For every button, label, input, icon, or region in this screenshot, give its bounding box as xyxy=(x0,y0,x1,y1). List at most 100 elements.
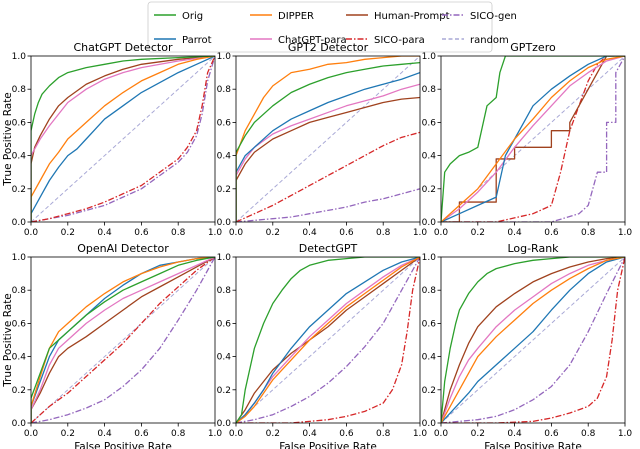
y-tick-label: 1.0 xyxy=(12,52,27,62)
series-chatgpt-para xyxy=(441,56,625,222)
plot-frame xyxy=(30,55,216,223)
x-tick-label: 0.2 xyxy=(61,228,75,238)
legend-label: SICO-para xyxy=(374,35,425,46)
x-tick-label: 0.0 xyxy=(24,429,39,439)
series-group xyxy=(236,56,420,222)
series-sico-para xyxy=(31,56,215,222)
y-tick-label: 0.8 xyxy=(12,85,27,95)
x-tick-label: 0.8 xyxy=(171,228,186,238)
series-dipper xyxy=(441,56,625,222)
series-orig xyxy=(441,257,625,423)
series-sico-para xyxy=(236,257,420,423)
y-tick-label: 0.0 xyxy=(12,218,27,228)
legend-label: Human-Prompt xyxy=(374,11,450,22)
legend: Orig Parrot DIPPER ChatGPT-para Human-Prompt… xyxy=(147,1,517,53)
panel-title: ChatGPT Detector xyxy=(73,41,172,54)
legend-item-chatgpt-para: ChatGPT-para xyxy=(250,35,347,46)
panel-openai-detector: OpenAI Detector 0.00.0 0.2 0.2 0.4 0.4 0.6 0.6 0… xyxy=(12,242,223,449)
x-tick-label: 1.0 xyxy=(413,429,428,439)
x-tick-label: 0.2 xyxy=(471,429,485,439)
y-tick-label: 0.8 xyxy=(217,85,232,95)
y-tick-label: 0.8 xyxy=(422,85,437,95)
x-tick-label: 1.0 xyxy=(208,429,223,439)
y-tick-label: 0.6 xyxy=(422,118,437,128)
series-parrot xyxy=(236,71,420,222)
x-axis-label: False Positive Rate xyxy=(74,441,172,449)
series-random xyxy=(236,257,420,423)
y-axis-label: True Positive Rate xyxy=(2,293,14,388)
x-tick-label: 0.0 xyxy=(229,429,244,439)
x-tick-label: 1.0 xyxy=(208,228,223,238)
legend-label: ChatGPT-para xyxy=(278,35,347,46)
panel-title: GPTzero xyxy=(510,41,556,54)
series-dipper xyxy=(31,257,215,423)
y-tick-label: 0.0 xyxy=(12,419,27,429)
y-tick-label: 0.4 xyxy=(12,353,27,363)
legend-label: DIPPER xyxy=(278,11,314,22)
series-sico-gen xyxy=(31,257,215,423)
x-tick-label: 0.4 xyxy=(302,429,317,439)
x-tick-label: 0.6 xyxy=(134,228,149,238)
y-tick-label: 1.0 xyxy=(422,52,437,62)
y-tick-label: 0.6 xyxy=(217,319,232,329)
x-tick-label: 0.4 xyxy=(97,228,112,238)
y-tick-label: 0.0 xyxy=(217,419,232,429)
x-tick-label: 0.8 xyxy=(171,429,186,439)
x-tick-label: 0.6 xyxy=(544,429,559,439)
series-sico-gen xyxy=(441,56,625,222)
y-tick-label: 0.8 xyxy=(12,286,27,296)
plot-frame xyxy=(440,55,626,223)
panel-title: DetectGPT xyxy=(299,242,358,255)
panel-title: GPT2 Detector xyxy=(288,41,369,54)
y-tick-label: 0.0 xyxy=(217,218,232,228)
y-tick-label: 0.6 xyxy=(12,118,27,128)
x-tick-label: 0.8 xyxy=(376,429,391,439)
series-orig xyxy=(31,257,215,423)
series-parrot xyxy=(441,56,625,222)
panel-title: OpenAI Detector xyxy=(77,242,169,255)
y-tick-label: 1.0 xyxy=(12,253,27,263)
x-tick-label: 0.4 xyxy=(507,429,522,439)
y-tick-label: 0.8 xyxy=(422,286,437,296)
x-tick-label: 1.0 xyxy=(413,228,428,238)
y-tick-label: 0.4 xyxy=(217,353,232,363)
x-tick-label: 0.2 xyxy=(266,429,280,439)
x-tick-label: 0.0 xyxy=(229,228,244,238)
x-tick-label: 0.2 xyxy=(266,228,280,238)
x-tick-label: 1.0 xyxy=(618,429,633,439)
series-parrot xyxy=(441,257,625,423)
series-dipper xyxy=(441,257,625,423)
series-sico-para xyxy=(441,257,625,423)
legend-label: SICO-gen xyxy=(470,11,517,22)
series-parrot xyxy=(31,56,215,222)
series-group xyxy=(31,257,215,423)
x-tick-label: 1.0 xyxy=(618,228,633,238)
series-human-prompt xyxy=(31,56,215,222)
y-tick-label: 0.4 xyxy=(12,152,27,162)
series-chatgpt-para xyxy=(31,257,215,423)
y-tick-label: 0.4 xyxy=(217,152,232,162)
series-chatgpt-para xyxy=(236,83,420,222)
x-tick-label: 0.4 xyxy=(97,429,112,439)
x-tick-label: 0.8 xyxy=(376,228,391,238)
series-chatgpt-para xyxy=(31,56,215,222)
y-tick-label: 0.6 xyxy=(422,319,437,329)
y-tick-label: 0.2 xyxy=(422,185,436,195)
series-dipper xyxy=(31,56,215,222)
series-orig xyxy=(236,257,420,423)
x-tick-label: 0.4 xyxy=(507,228,522,238)
y-tick-label: 0.0 xyxy=(422,419,437,429)
series-dipper xyxy=(236,56,420,222)
y-tick-label: 0.4 xyxy=(422,353,437,363)
legend-label: Orig xyxy=(182,11,203,22)
series-human-prompt xyxy=(236,96,420,222)
legend-item-random: random xyxy=(442,35,509,46)
legend-item-sico-gen: SICO-gen xyxy=(442,11,517,22)
y-tick-label: 0.2 xyxy=(12,386,26,396)
series-human-prompt xyxy=(31,257,215,423)
y-tick-label: 1.0 xyxy=(422,253,437,263)
y-tick-label: 0.2 xyxy=(217,386,231,396)
y-tick-label: 0.2 xyxy=(12,185,26,195)
x-tick-label: 0.2 xyxy=(471,228,485,238)
panel-gptzero: GPTzero 0.00.0 0.2 0.2 0.4 0.4 0.6 0.6 0.8 0.8 1.0… xyxy=(422,41,633,238)
